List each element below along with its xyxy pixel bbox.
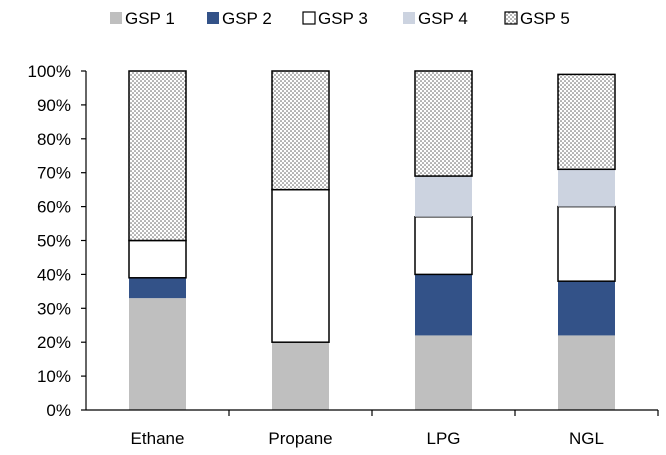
- y-tick-label: 20%: [37, 333, 71, 352]
- bars: [128, 70, 616, 410]
- bar-segment-lpg-series-2: [415, 274, 472, 336]
- y-tick-label: 30%: [37, 299, 71, 318]
- bar-segment-propane-series-1: [272, 342, 329, 410]
- bar-segment-ethane-series-2: [129, 277, 186, 299]
- bar-segment-ngl-series-4: [558, 169, 615, 207]
- bar-segment-ngl-series-3: [557, 205, 616, 282]
- legend-swatch: [504, 11, 518, 25]
- y-tick-label: 60%: [37, 198, 71, 217]
- legend-label: GSP 3: [318, 9, 368, 28]
- bar-segment-lpg-series-5: [414, 70, 473, 177]
- bar-segment-ngl-series-1: [558, 335, 615, 410]
- bar-segment-ethane-series-1: [129, 298, 186, 410]
- y-tick-label: 0%: [46, 401, 71, 420]
- x-tick-label: Ethane: [131, 429, 185, 448]
- legend: GSP 1 GSP 2 GSP 3 GSP 4 GSP 5: [110, 9, 570, 28]
- legend-swatch: [207, 12, 219, 24]
- bar-segment-ngl-series-2: [558, 281, 615, 336]
- y-tick-label: 40%: [37, 265, 71, 284]
- bar-segment-lpg-series-4: [415, 176, 472, 217]
- bar-segment-ngl-series-5: [557, 73, 616, 171]
- legend-label: GSP 4: [418, 9, 468, 28]
- y-tick-label: 90%: [37, 96, 71, 115]
- bar-segment-propane-series-3: [271, 188, 330, 343]
- bar-segment-ethane-series-3: [128, 239, 187, 279]
- y-tick-label: 10%: [37, 367, 71, 386]
- bar-segment-propane-series-5: [271, 70, 330, 191]
- bar-segment-ethane-series-5: [128, 70, 187, 242]
- y-tick-label: 50%: [37, 232, 71, 251]
- y-tick-label: 80%: [37, 130, 71, 149]
- legend-swatch: [403, 12, 415, 24]
- legend-swatch: [302, 11, 316, 25]
- y-tick-label: 100%: [28, 62, 71, 81]
- x-tick-label: Propane: [268, 429, 332, 448]
- x-tick-label: LPG: [426, 429, 460, 448]
- bar-segment-lpg-series-3: [414, 216, 473, 276]
- axes: 0% 10% 20% 30% 40% 50% 60% 70% 80% 90% 100% Ethane P…: [28, 62, 659, 448]
- x-tick-label: NGL: [569, 429, 604, 448]
- legend-swatch: [110, 12, 122, 24]
- y-tick-label: 70%: [37, 164, 71, 183]
- legend-label: GSP 2: [222, 9, 272, 28]
- legend-label: GSP 1: [125, 9, 175, 28]
- legend-label: GSP 5: [520, 9, 570, 28]
- bar-segment-lpg-series-1: [415, 335, 472, 410]
